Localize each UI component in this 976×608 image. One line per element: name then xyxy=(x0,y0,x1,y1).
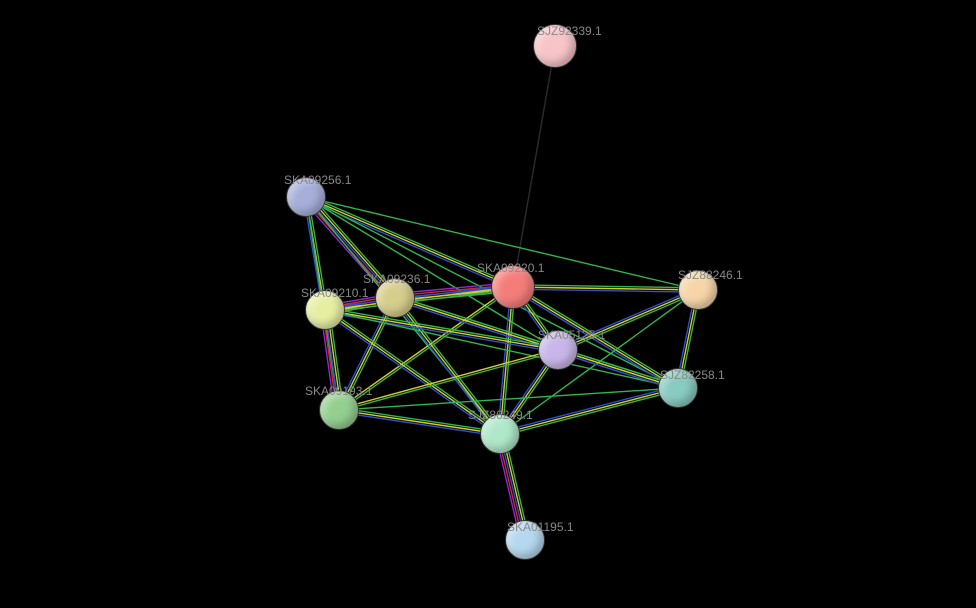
node-SJZ92339.1[interactable] xyxy=(533,24,577,68)
node-SKA09236.1[interactable] xyxy=(375,278,415,318)
node-SKA09220.1[interactable] xyxy=(491,265,535,309)
edge-layer xyxy=(0,0,976,608)
network-graph: SJZ92339.1SKA09256.1SKA09220.1SJZ88246.1… xyxy=(0,0,976,608)
edge xyxy=(512,289,677,390)
edge xyxy=(559,292,699,352)
edge xyxy=(500,287,513,434)
edge xyxy=(325,287,513,310)
edge xyxy=(395,298,500,434)
node-SKA09256.1[interactable] xyxy=(286,177,326,217)
node-SJZ86249.1[interactable] xyxy=(480,414,520,454)
edge xyxy=(501,390,679,436)
edge xyxy=(306,197,513,287)
edge xyxy=(325,285,513,308)
node-SKA01195.1[interactable] xyxy=(505,520,545,560)
node-SKA05125.1[interactable] xyxy=(538,330,578,370)
node-SJZ88246.1[interactable] xyxy=(678,270,718,310)
edge xyxy=(325,308,558,348)
node-SKA09210.1[interactable] xyxy=(305,290,345,330)
node-SJZ82258.1[interactable] xyxy=(658,368,698,408)
edge xyxy=(557,288,697,348)
edge xyxy=(325,310,558,350)
edge xyxy=(339,412,500,436)
node-SKA09193.1[interactable] xyxy=(319,390,359,430)
